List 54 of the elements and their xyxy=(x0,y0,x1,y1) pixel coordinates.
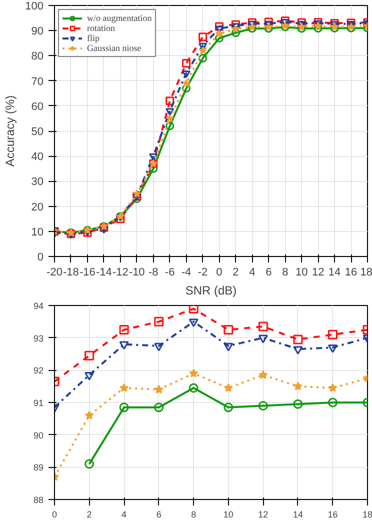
y-tick-label: 93 xyxy=(33,333,44,344)
x-tick-label: 16 xyxy=(344,266,358,278)
y-tick-label: 40 xyxy=(31,151,44,164)
legend-label: Gaussian niose xyxy=(87,43,142,53)
y-tick-label: 10 xyxy=(31,226,44,238)
x-tick-label: 0 xyxy=(216,266,222,278)
x-tick-label: 14 xyxy=(328,266,341,278)
y-tick-label: 50 xyxy=(31,126,44,138)
x-tick-label: 0 xyxy=(52,510,58,520)
x-tick-label: 12 xyxy=(312,266,324,278)
x-tick-label: -6 xyxy=(164,266,175,278)
x-tick-label: -14 xyxy=(96,266,112,278)
x-tick-label: 10 xyxy=(223,510,234,520)
x-tick-label: 2 xyxy=(232,266,239,278)
x-tick-label: 2 xyxy=(86,510,92,520)
legend-label: flip xyxy=(87,33,100,43)
x-tick-label: 18 xyxy=(362,510,372,520)
y-tick-label: 90 xyxy=(33,430,44,440)
y-tick-label: 30 xyxy=(31,176,44,188)
x-tick-label: 18 xyxy=(360,266,372,278)
y-tick-label: 100 xyxy=(25,0,44,12)
y-tick-label: 91 xyxy=(33,398,44,408)
x-tick-label: 8 xyxy=(191,510,196,520)
x-tick-label: -18 xyxy=(63,266,79,278)
x-tick-label: 16 xyxy=(328,510,338,520)
y-tick-label: 60 xyxy=(31,100,44,113)
y-tick-label: 80 xyxy=(31,50,44,63)
x-tick-label: -20 xyxy=(46,266,62,278)
y-tick-label: 0 xyxy=(37,252,44,264)
x-tick-label: 4 xyxy=(122,510,127,520)
x-tick-label: -12 xyxy=(112,266,128,278)
x-tick-label: 10 xyxy=(295,266,308,278)
x-tick-label: -4 xyxy=(181,266,192,278)
x-tick-label: 6 xyxy=(266,266,272,278)
y-tick-label: 94 xyxy=(33,301,44,311)
y-tick-label: 20 xyxy=(31,201,44,214)
y-axis-title: Accuracy (%) xyxy=(3,95,18,167)
x-tick-label: -16 xyxy=(80,266,96,278)
x-tick-label: -2 xyxy=(198,266,208,278)
x-tick-label: 4 xyxy=(249,266,256,278)
y-tick-label: 89 xyxy=(33,462,44,473)
legend-label: rotation xyxy=(87,23,115,33)
x-tick-label: -10 xyxy=(128,266,145,278)
x-tick-label: 12 xyxy=(258,510,268,520)
y-tick-label: 90 xyxy=(31,26,44,38)
y-tick-label: 88 xyxy=(33,495,44,505)
y-tick-label: 92 xyxy=(33,366,44,376)
x-tick-label: 14 xyxy=(292,510,303,520)
legend-label: w/o augmentation xyxy=(87,13,152,23)
x-tick-label: 8 xyxy=(282,266,288,278)
x-tick-label: 6 xyxy=(156,510,162,520)
y-tick-label: 70 xyxy=(31,76,44,88)
x-tick-label: -8 xyxy=(148,266,158,278)
x-axis-title: SNR (dB) xyxy=(185,284,237,298)
